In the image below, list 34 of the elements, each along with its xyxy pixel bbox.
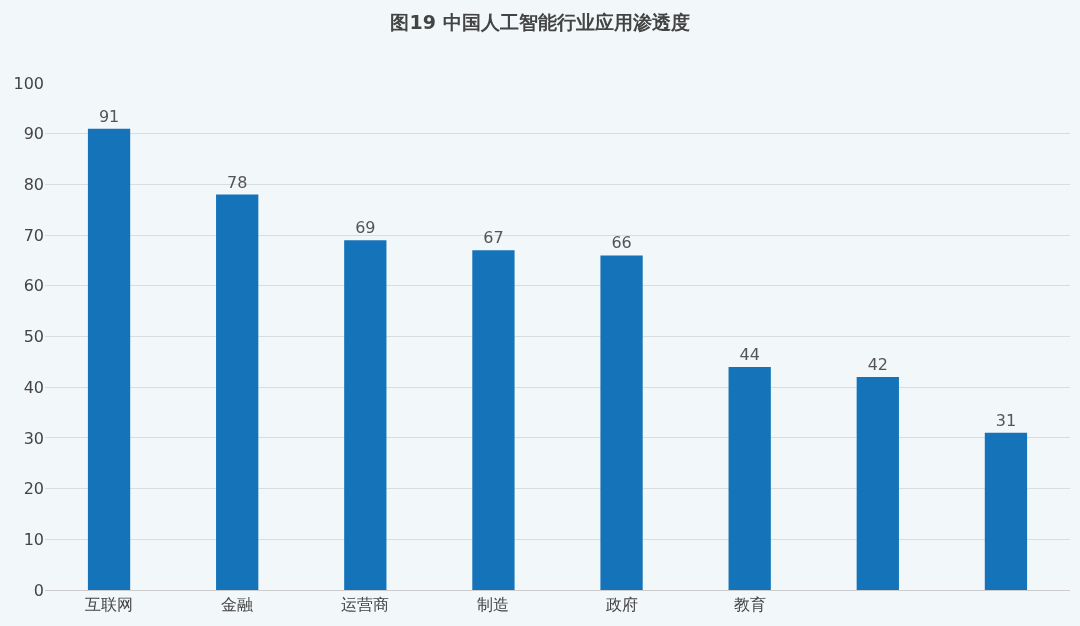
data-label: 66 bbox=[611, 233, 632, 253]
y-tick-label: 20 bbox=[23, 479, 44, 499]
x-tick-label: 运营商 bbox=[341, 595, 390, 615]
y-tick-label: 70 bbox=[23, 225, 44, 245]
data-label: 69 bbox=[355, 218, 376, 238]
bar bbox=[728, 366, 771, 590]
x-tick-label: 制造 bbox=[477, 595, 510, 615]
x-tick-label: 政府 bbox=[605, 595, 638, 615]
data-label: 44 bbox=[739, 344, 760, 364]
y-tick-label: 80 bbox=[23, 175, 44, 194]
data-label: 31 bbox=[995, 410, 1017, 430]
y-tick-label: 50 bbox=[23, 327, 44, 347]
bar bbox=[472, 250, 515, 590]
bar bbox=[856, 377, 899, 590]
y-tick-label: 100 bbox=[13, 73, 44, 93]
data-label: 42 bbox=[867, 355, 888, 375]
bar bbox=[344, 240, 387, 590]
y-tick-label: 40 bbox=[23, 377, 44, 397]
y-tick-label: 0 bbox=[33, 580, 44, 600]
y-tick-label: 10 bbox=[23, 529, 44, 549]
bar bbox=[216, 194, 259, 590]
bar bbox=[600, 255, 643, 590]
chart-title: 图19 中国人工智能行业应用渗透度 bbox=[390, 10, 690, 33]
y-tick-label: 30 bbox=[23, 428, 44, 448]
bar bbox=[984, 432, 1028, 590]
data-label: 78 bbox=[227, 172, 248, 192]
x-tick-label: 教育 bbox=[733, 595, 766, 615]
data-label: 91 bbox=[98, 106, 120, 126]
y-tick-label: 90 bbox=[23, 124, 44, 144]
bar bbox=[87, 128, 131, 590]
data-label: 67 bbox=[483, 228, 504, 248]
x-tick-label: 互联网 bbox=[85, 595, 134, 615]
x-tick-label: 金融 bbox=[221, 595, 254, 615]
y-tick-label: 60 bbox=[23, 276, 44, 296]
